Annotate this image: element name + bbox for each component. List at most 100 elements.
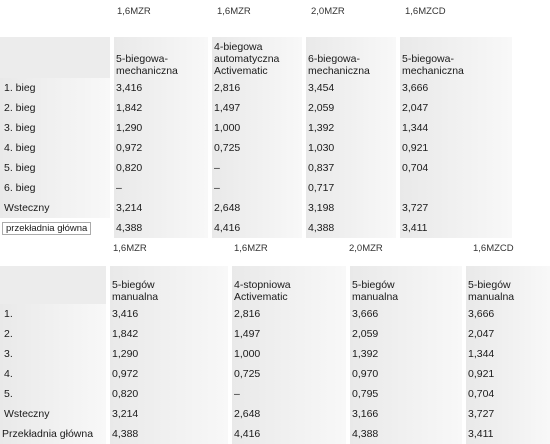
table-cell: 3,727 [400,198,512,218]
table-cell: 1,000 [212,118,302,138]
column-gap [228,364,232,384]
table-header-row: 5-biegowa-mechaniczna 4-biegowa automatyc… [0,37,512,78]
column-gap [228,424,232,444]
t2-header-col-3: 5-biegów manualna [350,266,462,304]
table-cell: 2,047 [400,98,512,118]
table-cell: 3,416 [110,304,228,324]
table-cell: 1. bieg [0,78,110,98]
table-cell: Przekładnia główna [0,424,106,444]
table-cell: 3,666 [400,78,512,98]
table-cell: – [212,178,302,198]
column-gap [302,118,306,138]
table-cell: 4,388 [110,424,228,444]
column-gap [208,78,212,98]
table-cell: 0,717 [306,178,396,198]
table-row: 4. bieg 0,972 0,725 1,030 0,921 [0,138,512,158]
table-row: 3. bieg 1,290 1,000 1,392 1,344 [0,118,512,138]
column-gap [462,384,466,404]
table-cell: 3,411 [466,424,550,444]
header-blank [0,37,110,78]
column-gap [396,78,400,98]
table-row: 3. 1,290 1,000 1,392 1,344 [0,344,550,364]
column-gap [106,404,110,424]
column-gap [302,178,306,198]
table-cell: 6. bieg [0,178,110,198]
t1-header-col-3: 6-biegowa-mechaniczna [306,37,396,78]
column-gap [208,98,212,118]
table-cell: 3,214 [114,198,208,218]
table-cell: 1,392 [350,344,462,364]
table-cell: 1,842 [110,324,228,344]
column-gap [228,384,232,404]
t2-engine-2: 1,6MZR [234,243,268,254]
table-cell: 5. bieg [0,158,110,178]
column-gap [346,424,350,444]
table-cell: 0,725 [232,364,346,384]
table-cell: 4. bieg [0,138,110,158]
table-cell: 3,166 [350,404,462,424]
column-gap [462,404,466,424]
column-gap [346,344,350,364]
table-cell: 1. [0,304,106,324]
column-gap [106,324,110,344]
column-gap [302,138,306,158]
column-gap [110,138,114,158]
column-gap [208,118,212,138]
t2-header-col-2: 4-stopniowa Activematic [232,266,346,304]
table-cell: 2,059 [306,98,396,118]
column-gap [208,158,212,178]
table-cell: 3. [0,344,106,364]
t2-header-col-1: 5-biegów manualna [110,266,228,304]
table-cell: 3. bieg [0,118,110,138]
column-gap [228,324,232,344]
header-blank [0,266,106,304]
table-cell: 4,388 [350,424,462,444]
column-gap [346,266,350,304]
column-gap [346,364,350,384]
table-cell: 0,970 [350,364,462,384]
t1-engine-1: 1,6MZR [117,6,151,17]
column-gap [302,78,306,98]
column-gap [396,198,400,218]
column-gap [110,198,114,218]
table-cell: 2,648 [232,404,346,424]
table-cell: 3,416 [114,78,208,98]
column-gap [228,266,232,304]
table-row: Wsteczny 3,214 2,648 3,166 3,727 [0,404,550,424]
table-cell: 1,344 [466,344,550,364]
column-gap [228,404,232,424]
table-cell: 0,795 [350,384,462,404]
t1-engine-4: 1,6MZCD [405,6,446,17]
column-gap [346,384,350,404]
table-cell: 4,416 [232,424,346,444]
column-gap [228,344,232,364]
column-gap [396,178,400,198]
table-row: 5. bieg 0,820 – 0,837 0,704 [0,158,512,178]
t2-engine-3: 2,0MZR [349,243,383,254]
column-gap [302,158,306,178]
column-gap [106,344,110,364]
table-cell: – [212,158,302,178]
table-cell: 4,416 [212,218,302,238]
t1-header-col-2: 4-biegowa automatyczna Activematic [212,37,302,78]
column-gap [302,37,306,78]
table-cell: 2,648 [212,198,302,218]
column-gap [106,266,110,304]
column-gap [106,304,110,324]
column-gap [110,178,114,198]
column-gap [106,384,110,404]
table-cell: 1,497 [232,324,346,344]
table-cell: Wsteczny [0,198,110,218]
table-cell: 3,214 [110,404,228,424]
table-row: 1. bieg 3,416 2,816 3,454 3,666 [0,78,512,98]
table-cell: 0,921 [400,138,512,158]
table-cell: 1,000 [232,344,346,364]
table-cell: 4. [0,364,106,384]
final-drive-label: przekładnia główna [0,218,110,238]
table-cell: 0,820 [114,158,208,178]
table-cell [400,178,512,198]
table-cell: – [114,178,208,198]
column-gap [302,218,306,238]
column-gap [462,344,466,364]
column-gap [462,304,466,324]
